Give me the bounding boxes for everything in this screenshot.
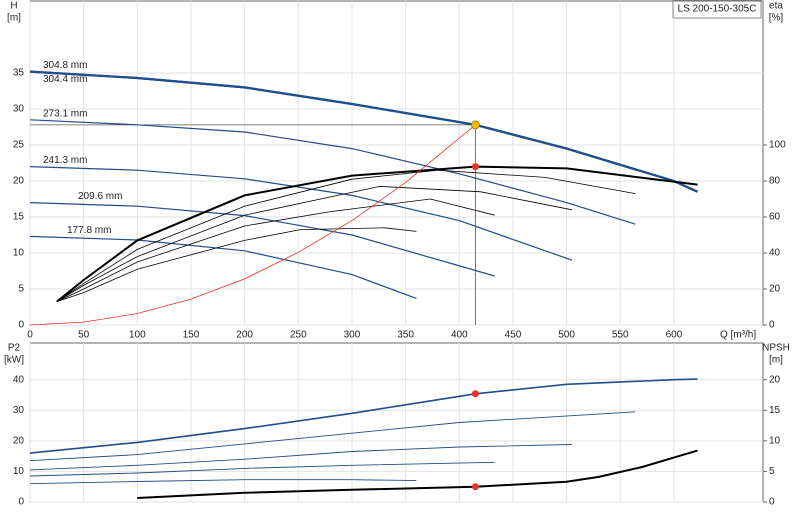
y-tick-label: 20 [13, 176, 25, 187]
y2-tick-label: 10 [769, 435, 781, 446]
y-axis-label: [kW] [4, 355, 24, 366]
y-tick-label: 25 [13, 140, 25, 151]
x-tick-label: 500 [558, 330, 575, 341]
y2-tick-label: 0 [769, 497, 775, 508]
curve [29, 461, 495, 477]
y-axis-label: H [10, 1, 17, 12]
duty-point-h [470, 120, 480, 130]
y-axis-label: [m] [7, 13, 21, 24]
curve [56, 169, 636, 302]
y2-tick-label: 20 [769, 284, 781, 295]
curve-label: 177.8 mm [67, 225, 111, 236]
y-tick-label: 10 [13, 466, 25, 477]
y2-axis-label: eta [769, 1, 783, 12]
curve-label: 273.1 mm [43, 108, 87, 119]
curve [137, 449, 698, 499]
model-label: LS 200-150-305C [678, 4, 757, 15]
y-tick-label: 40 [13, 374, 25, 385]
x-tick-label: 550 [612, 330, 629, 341]
x-tick-label: 350 [397, 330, 414, 341]
curve [29, 70, 698, 193]
y-tick-label: 15 [13, 212, 25, 223]
y-tick-label: 10 [13, 248, 25, 259]
duty-point-eta [471, 163, 479, 171]
x-tick-label: 150 [183, 330, 200, 341]
curve-label: 304.4 mm [43, 74, 87, 85]
curve [29, 119, 636, 225]
y-tick-label: 5 [18, 284, 24, 295]
curve [29, 124, 476, 326]
curve-label: 304.8 mm [43, 60, 87, 71]
y-axis-label: P2 [8, 343, 21, 354]
x-tick-label: 450 [505, 330, 522, 341]
y2-tick-label: 80 [769, 176, 781, 187]
x-tick-label: 300 [344, 330, 361, 341]
x-tick-label: 50 [78, 330, 90, 341]
y2-tick-label: 5 [769, 466, 775, 477]
y-tick-label: 30 [13, 104, 25, 115]
y2-tick-label: 15 [769, 405, 781, 416]
curve [29, 411, 636, 462]
x-tick-label: 250 [290, 330, 307, 341]
y-tick-label: 0 [18, 320, 24, 331]
y-tick-label: 35 [13, 68, 25, 79]
y-tick-label: 30 [13, 405, 25, 416]
y2-tick-label: 20 [769, 374, 781, 385]
y2-tick-label: 40 [769, 248, 781, 259]
plot-area [29, 342, 764, 503]
duty-point-npsh [471, 483, 479, 491]
duty-point-p2 [471, 390, 479, 398]
y2-axis-label: NPSH [762, 343, 790, 354]
x-axis-label: Q [m³/h] [720, 330, 756, 341]
y2-axis-label: [%] [769, 13, 784, 24]
y-tick-label: 0 [18, 497, 24, 508]
curve [56, 165, 698, 303]
curve [56, 185, 573, 302]
curve [29, 235, 417, 299]
curve-label: 241.3 mm [43, 155, 87, 166]
x-tick-label: 0 [27, 330, 33, 341]
curve [29, 479, 417, 485]
y2-tick-label: 60 [769, 212, 781, 223]
x-tick-label: 600 [666, 330, 683, 341]
x-tick-label: 400 [451, 330, 468, 341]
x-tick-label: 100 [129, 330, 146, 341]
plot-area [29, 0, 764, 326]
curve-label: 209.6 mm [78, 191, 122, 202]
y2-axis-label: [m] [769, 355, 783, 366]
x-tick-label: 200 [236, 330, 253, 341]
model-box [672, 0, 762, 19]
curve [56, 227, 417, 302]
y-tick-label: 20 [13, 435, 25, 446]
y2-tick-label: 0 [769, 320, 775, 331]
curve [29, 166, 573, 261]
curve [29, 444, 573, 471]
curve [56, 198, 495, 302]
curve [29, 378, 698, 454]
y2-tick-label: 100 [769, 140, 786, 151]
